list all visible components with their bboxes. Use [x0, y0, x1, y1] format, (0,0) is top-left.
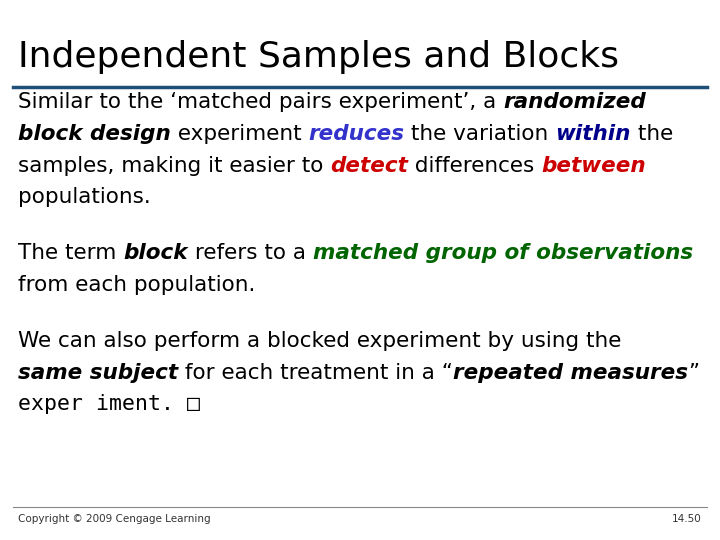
- Text: differences: differences: [408, 156, 541, 176]
- Text: within: within: [555, 124, 631, 144]
- Text: matched group of observations: matched group of observations: [312, 243, 693, 263]
- Text: detect: detect: [330, 156, 408, 176]
- Text: for each treatment in a “: for each treatment in a “: [178, 363, 453, 383]
- Text: exper iment. □: exper iment. □: [18, 395, 200, 415]
- Text: same subject: same subject: [18, 363, 178, 383]
- Text: between: between: [541, 156, 646, 176]
- Text: populations.: populations.: [18, 187, 150, 207]
- Text: the variation: the variation: [404, 124, 555, 144]
- Text: The term: The term: [18, 243, 123, 263]
- Text: the: the: [631, 124, 673, 144]
- Text: We can also perform a blocked experiment by using the: We can also perform a blocked experiment…: [18, 331, 621, 351]
- Text: from each population.: from each population.: [18, 275, 256, 295]
- Text: samples, making it easier to: samples, making it easier to: [18, 156, 330, 176]
- Text: reduces: reduces: [308, 124, 404, 144]
- Text: 14.50: 14.50: [672, 514, 702, 524]
- Text: Copyright © 2009 Cengage Learning: Copyright © 2009 Cengage Learning: [18, 514, 211, 524]
- Text: repeated measures: repeated measures: [453, 363, 688, 383]
- Text: block design: block design: [18, 124, 171, 144]
- Text: Independent Samples and Blocks: Independent Samples and Blocks: [18, 40, 619, 75]
- Text: randomized: randomized: [503, 92, 646, 112]
- Text: experiment: experiment: [171, 124, 308, 144]
- Text: Similar to the ‘matched pairs experiment’, a: Similar to the ‘matched pairs experiment…: [18, 92, 503, 112]
- Text: refers to a: refers to a: [188, 243, 312, 263]
- Text: ”: ”: [688, 363, 699, 383]
- Text: block: block: [123, 243, 188, 263]
